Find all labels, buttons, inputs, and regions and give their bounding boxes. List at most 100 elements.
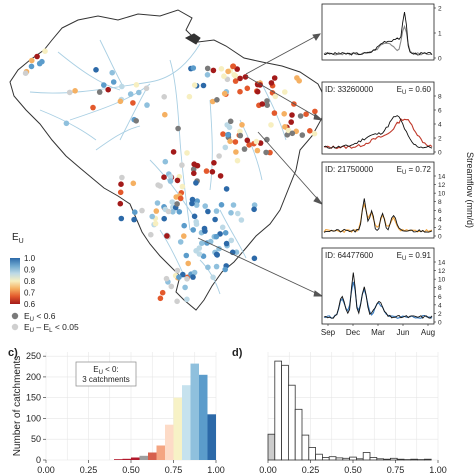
catchment-point [289,112,295,118]
catchment-point [251,255,258,262]
catchment-point [234,66,240,72]
catchment-point [117,200,124,207]
catchment-point [235,210,241,217]
catchment-point [216,153,222,159]
hydro-y-tick-label: 8 [438,285,442,292]
histogram-bar [156,445,165,460]
connector-4-arrow [313,290,324,297]
catchment-point [226,124,233,131]
hydro-y-tick-label: 0 [438,234,442,241]
histogram-bar [321,457,330,461]
catchment-point [186,93,193,100]
catchment-point [228,210,234,216]
histogram-bar [182,385,191,460]
catchment-point [157,295,164,302]
histogram-bar [139,455,148,460]
histogram-bar [423,458,432,461]
river-8 [149,159,197,221]
catchment-point [233,149,239,155]
x-tick-label: 0.50 [122,465,140,474]
catchment-point [148,231,154,238]
x-tick-label: 0.25 [80,465,98,474]
catchment-point [93,67,99,73]
legend-marker-light [11,323,19,331]
catchment-point [149,213,155,220]
colorbar-tick-label: 1.0 [24,254,36,263]
histogram-bar [207,414,216,460]
eu-value-label: EU = 0.60 [397,85,432,96]
catchment-point [101,82,107,88]
catchment-point [288,119,295,125]
hydro-y-tick-label: 8 [438,199,442,206]
legend-item-1: EU < 0.6 [24,311,56,323]
colorbar [10,258,20,304]
catchment-point [220,131,226,137]
catchment-point [177,239,184,245]
catchment-point [143,85,150,92]
catchment-point [168,283,175,290]
hydrograph-panel-1: 0 1 2 [321,3,442,63]
catchment-point [161,94,167,100]
catchment-point [228,237,235,244]
x-tick-label: 0.75 [165,465,183,474]
catchment-point [190,166,197,172]
histogram-bar [315,453,323,461]
catchment-point [299,132,306,138]
catchment-point [246,142,252,148]
catchment-point [244,137,251,144]
catchment-point [289,130,296,137]
panel-label: d) [232,347,243,359]
catchment-point [257,140,264,146]
histogram-bar [165,424,174,460]
catchment-point [169,199,175,205]
legend-item-2: EU – EL < 0.05 [24,322,79,334]
x-tick-label: 0.75 [387,465,405,474]
river-11 [95,125,141,151]
catchment-point [161,215,167,222]
catchment-point [176,274,182,281]
river-3 [69,83,151,121]
histogram-bar [383,458,391,461]
catchment-point [200,82,207,89]
hydrograph-frame [321,161,435,239]
catchment-point [312,108,318,115]
histogram-bar [335,457,344,461]
hydro-y-tick-label: 4 [438,122,442,129]
catchment-point [109,69,115,76]
catchment-point [213,208,220,214]
catchment-point [203,168,210,174]
catchment-point [117,189,124,196]
connector-2-arrow [313,113,324,121]
hydro-y-tick-label: 8 [438,94,442,101]
catchment-point [202,228,208,234]
brazil-map [9,9,327,311]
catchment-point [222,144,229,151]
catchment-point [174,201,180,207]
colorbar-ticks: 1.0 0.9 0.8 0.7 0.6 [24,254,36,309]
catchment-point [191,269,198,276]
histogram-bar [389,457,398,461]
catchment-point [232,139,239,145]
river-6 [209,99,213,191]
eu-value-label: EU = 0.72 [397,165,432,176]
histogram-bar [173,397,182,460]
colorbar-tick-label: 0.7 [24,289,36,298]
catchment-point [282,124,288,130]
catchment-point [237,75,243,82]
catchment-point [191,213,198,220]
histogram-bar [122,458,131,460]
histogram-bar [148,452,157,460]
histogram-bar [355,458,364,461]
catchment-point [238,217,245,223]
catchment-point [152,220,159,227]
histogram-bar [281,364,289,461]
hydro-y-tick-label: 2 [438,6,442,13]
catchment-point [167,174,174,180]
histogram-bar [369,457,378,461]
catchment-id-label: ID: 64477600 [325,251,374,260]
catchment-point [272,93,279,100]
catchment-point [162,158,169,165]
catchment-point [244,85,251,92]
catchment-point [202,203,208,209]
catchment-point [184,276,190,282]
